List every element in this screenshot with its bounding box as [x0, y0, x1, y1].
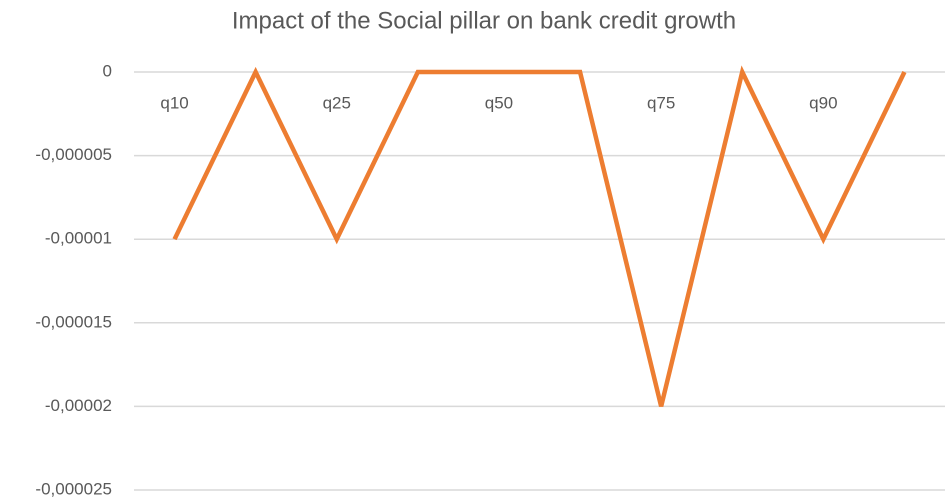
x-tick-label: q50	[485, 93, 513, 112]
chart-title: Impact of the Social pillar on bank cred…	[232, 7, 736, 34]
x-tick-label: q10	[160, 93, 188, 112]
y-tick-label: -0,00002	[45, 396, 112, 415]
y-tick-label: -0,000005	[35, 145, 112, 164]
x-tick-label: q90	[809, 93, 837, 112]
y-tick-label: -0,000025	[35, 479, 112, 498]
data-line	[172, 65, 907, 407]
y-tick-label: -0,000015	[35, 312, 112, 331]
x-tick-label: q75	[647, 93, 675, 112]
y-tick-label: 0	[103, 61, 112, 80]
x-tick-label: q25	[323, 93, 351, 112]
y-tick-label: -0,00001	[45, 229, 112, 248]
